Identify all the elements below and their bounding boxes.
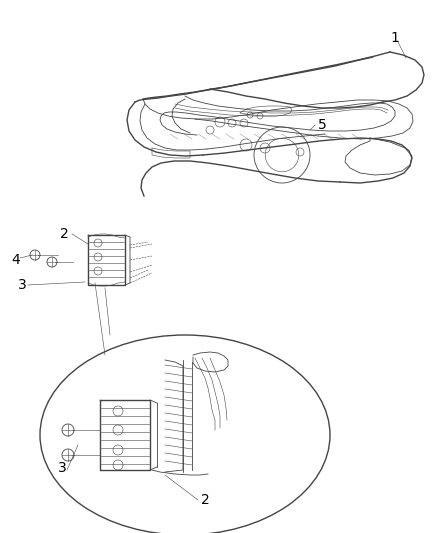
Text: 2: 2 — [60, 227, 68, 241]
Text: 4: 4 — [12, 253, 21, 267]
Text: 1: 1 — [391, 31, 399, 45]
Text: 5: 5 — [318, 118, 326, 132]
Text: 3: 3 — [18, 278, 26, 292]
Text: 3: 3 — [58, 461, 67, 475]
Text: 2: 2 — [201, 493, 209, 507]
